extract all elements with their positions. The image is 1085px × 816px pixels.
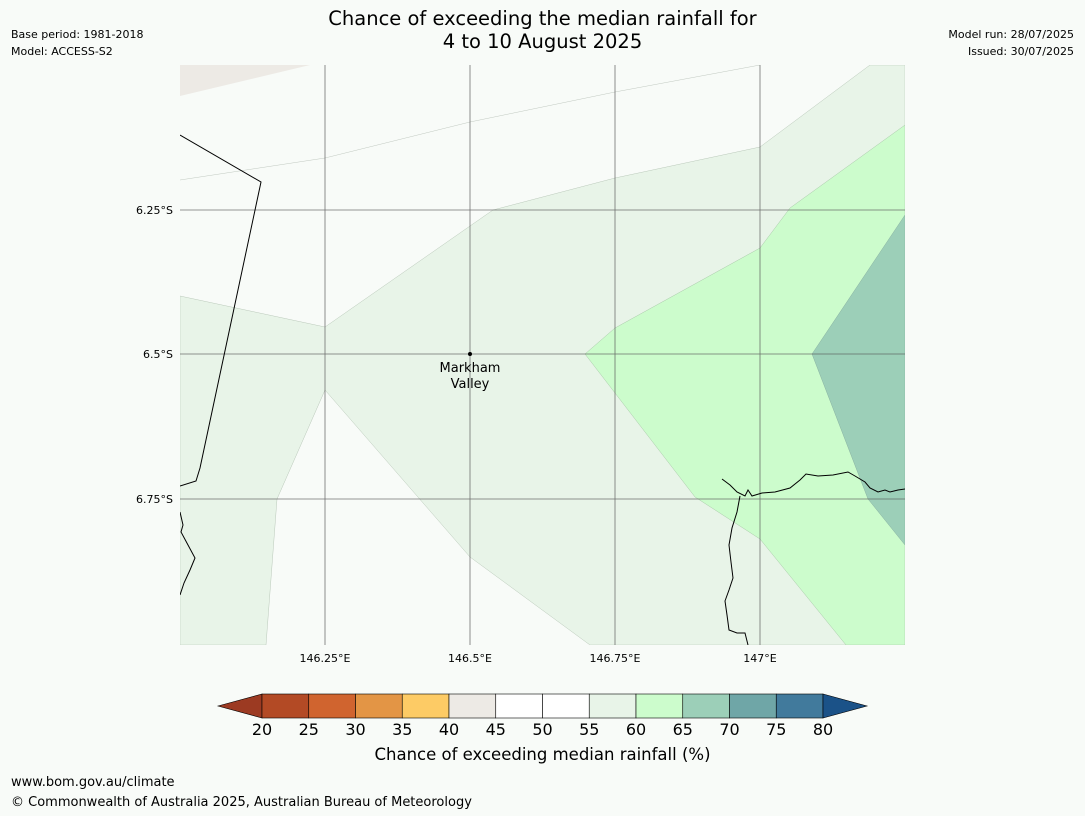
colorbar-tick-label: 25 bbox=[299, 720, 319, 739]
title-line-2: 4 to 10 August 2025 bbox=[442, 30, 643, 53]
colorbar-segment bbox=[401, 693, 450, 719]
coastline-east bbox=[721, 471, 905, 497]
title-line-1: Chance of exceeding the median rainfall … bbox=[328, 7, 757, 30]
colorbar-segment bbox=[682, 693, 730, 719]
colorbar-segment bbox=[729, 693, 777, 719]
longitude-label: 146.25°E bbox=[300, 652, 351, 665]
colorbar-tick-label: 50 bbox=[532, 720, 552, 739]
region-60-65 bbox=[584, 124, 905, 645]
colorbar-segment bbox=[495, 693, 543, 719]
colorbar-tick-label: 20 bbox=[252, 720, 272, 739]
colorbar-tick-label: 30 bbox=[345, 720, 365, 739]
metadata-right: Model run: 28/07/2025 Issued: 30/07/2025 bbox=[948, 26, 1074, 60]
colorbar-tick-label: 80 bbox=[813, 720, 833, 739]
colorbar-segment bbox=[588, 693, 637, 719]
colorbar-extend-high bbox=[822, 693, 869, 719]
longitude-label: 147°E bbox=[743, 652, 776, 665]
colorbar-tick-label: 60 bbox=[626, 720, 646, 739]
model-text: Model: ACCESS-S2 bbox=[11, 45, 113, 58]
colorbar-tick-label: 70 bbox=[719, 720, 739, 739]
latitude-label: 6.25°S bbox=[136, 204, 173, 217]
province-boundary bbox=[180, 134, 262, 487]
colorbar-tick-label: 35 bbox=[392, 720, 412, 739]
colorbar-extend-low bbox=[216, 693, 263, 719]
region-40-45 bbox=[180, 65, 310, 96]
coastline-west bbox=[180, 511, 196, 596]
colorbar: 20 25 30 35 40 45 50 55 60 65 70 75 80 bbox=[216, 693, 869, 739]
colorbar-segment bbox=[542, 693, 590, 719]
longitude-label: 146.75°E bbox=[590, 652, 641, 665]
boundaries-coastline bbox=[180, 134, 905, 645]
longitude-axis: 146.25°E 146.5°E 146.75°E 147°E bbox=[300, 652, 777, 665]
place-label-line-2: Valley bbox=[451, 377, 490, 392]
map-plot-area: Markham Valley bbox=[180, 65, 905, 645]
colorbar-tick-label: 40 bbox=[439, 720, 459, 739]
colorbar-segment bbox=[355, 693, 403, 719]
issued-text: Issued: 30/07/2025 bbox=[967, 45, 1074, 58]
colorbar-segment bbox=[448, 693, 497, 719]
latitude-axis: 6.25°S 6.5°S 6.75°S bbox=[136, 204, 173, 506]
place-marker bbox=[468, 352, 472, 356]
river bbox=[724, 495, 749, 645]
colorbar-segment bbox=[775, 693, 824, 719]
base-period-text: Base period: 1981-2018 bbox=[11, 28, 144, 41]
colorbar-tick-label: 45 bbox=[486, 720, 506, 739]
colorbar-segment bbox=[308, 693, 356, 719]
page-title: Chance of exceeding the median rainfall … bbox=[0, 7, 1085, 53]
footer-url[interactable]: www.bom.gov.au/climate bbox=[11, 775, 175, 790]
colorbar-label: Chance of exceeding median rainfall (%) bbox=[374, 745, 711, 764]
colorbar-tick-label: 65 bbox=[673, 720, 693, 739]
latitude-label: 6.75°S bbox=[136, 493, 173, 506]
colorbar-segment bbox=[261, 693, 310, 719]
latitude-label: 6.5°S bbox=[143, 348, 173, 361]
model-run-text: Model run: 28/07/2025 bbox=[948, 28, 1074, 41]
place-label-line-1: Markham bbox=[440, 361, 501, 376]
metadata-left: Base period: 1981-2018 Model: ACCESS-S2 bbox=[11, 26, 143, 60]
colorbar-tick-label: 55 bbox=[579, 720, 599, 739]
longitude-label: 146.5°E bbox=[448, 652, 492, 665]
footer-copyright: © Commonwealth of Australia 2025, Austra… bbox=[11, 795, 472, 810]
colorbar-tick-label: 75 bbox=[766, 720, 786, 739]
colorbar-segment bbox=[635, 693, 684, 719]
